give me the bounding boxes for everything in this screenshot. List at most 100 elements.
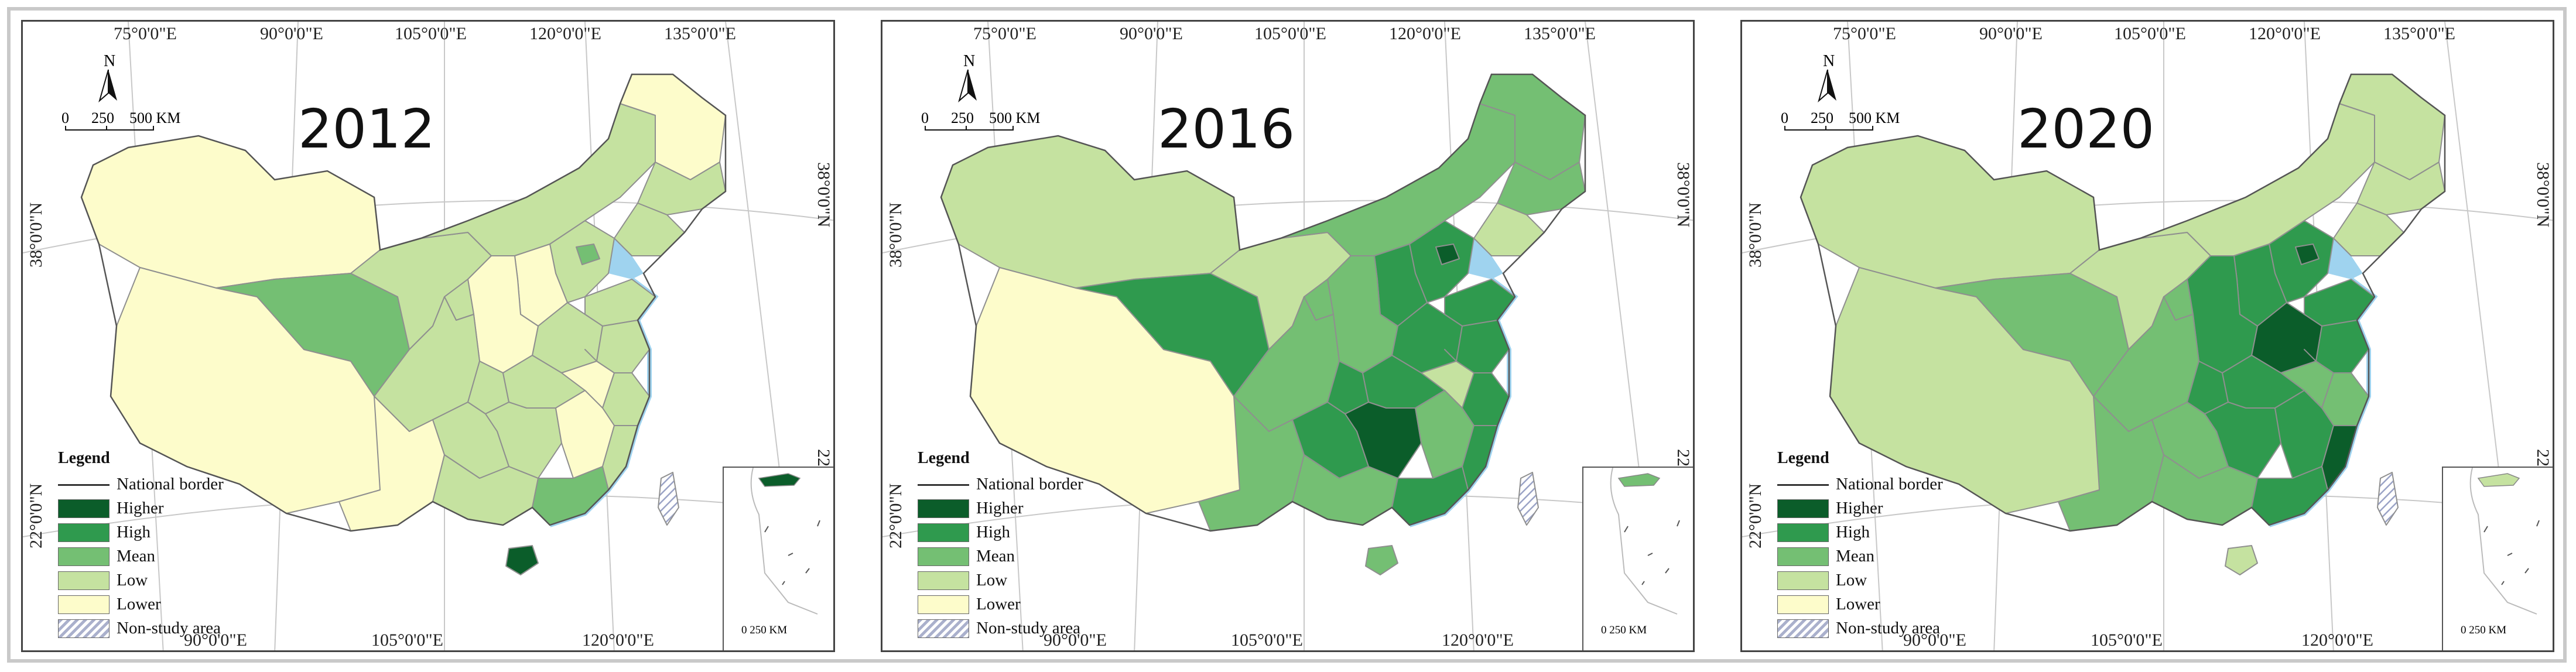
svg-text:N: N xyxy=(104,52,115,70)
legend-swatch xyxy=(58,475,110,494)
map-canvas xyxy=(882,22,1693,650)
longitude-label-top: 105°0'0"E xyxy=(395,24,467,43)
legend-mean: Mean xyxy=(1777,544,1943,568)
province-gd xyxy=(532,466,609,526)
legend-swatch xyxy=(918,475,969,494)
bohai-sea xyxy=(1468,238,1503,279)
province-bj xyxy=(2295,244,2320,265)
scale-tick-250: 250 xyxy=(1811,109,1833,126)
latitude-label-right-38: 38°0'0"N xyxy=(2533,162,2553,228)
south-china-sea-inset: 0 250 KM xyxy=(2442,467,2553,650)
latitude-label-right-38: 38°0'0"N xyxy=(814,162,833,228)
legend-swatch xyxy=(918,547,969,566)
legend-non-study-area: Non-study area xyxy=(1777,616,1943,640)
legend: Legend National border Higher High Mean Low Lo… xyxy=(1777,449,1943,640)
map-panel-2020: 2020 75°0'0"E 90°0'0"E 105°0'0"E 120°0'0"E 1… xyxy=(1740,20,2554,652)
scale-tick-0: 0 xyxy=(61,109,69,126)
legend-label: Mean xyxy=(976,547,1015,565)
legend-title: Legend xyxy=(58,449,110,467)
latitude-label-left-22: 22°0'0"N xyxy=(1746,483,1765,548)
longitude-label-top: 120°0'0"E xyxy=(529,24,601,43)
longitude-label-top: 75°0'0"E xyxy=(114,24,177,43)
legend-high: High xyxy=(1777,520,1943,544)
legend-label: High xyxy=(117,523,150,541)
provinces xyxy=(1800,74,2445,575)
north-arrow-icon: N xyxy=(950,51,986,109)
legend-low: Low xyxy=(918,568,1083,592)
year-label: 2020 xyxy=(2017,98,2155,160)
legend-higher: Higher xyxy=(58,496,224,520)
latitude-label-right-38: 38°0'0"N xyxy=(1674,162,1693,228)
legend-label: Lower xyxy=(1836,595,1880,613)
legend-non-study-area: Non-study area xyxy=(58,616,224,640)
legend-title: Legend xyxy=(1777,449,1829,467)
legend-higher: Higher xyxy=(918,496,1083,520)
legend-swatch xyxy=(1777,547,1829,566)
province-hi xyxy=(2225,545,2258,575)
legend-label: Low xyxy=(976,571,1008,589)
north-arrow-icon: N xyxy=(1810,51,1845,109)
latitude-label-left-38: 38°0'0"N xyxy=(1746,202,1765,268)
map-canvas xyxy=(23,22,833,650)
longitude-label-bottom: 90°0'0"E xyxy=(1044,630,1107,650)
latitude-label-left-38: 38°0'0"N xyxy=(26,202,46,268)
legend-higher: Higher xyxy=(1777,496,1943,520)
legend-swatch xyxy=(1777,571,1829,590)
legend-lower: Lower xyxy=(58,592,224,616)
legend-label: Higher xyxy=(976,499,1024,517)
svg-text:N: N xyxy=(1823,52,1835,70)
province-tw xyxy=(2377,472,2399,526)
legend-low: Low xyxy=(1777,568,1943,592)
map-canvas xyxy=(1742,22,2553,650)
legend-label: Lower xyxy=(976,595,1021,613)
legend-label: Low xyxy=(117,571,148,589)
legend-label: Low xyxy=(1836,571,1867,589)
longitude-label-bottom: 105°0'0"E xyxy=(1231,630,1303,650)
inset-scale-bar: 0 250 KM xyxy=(1601,624,1647,636)
legend-label: Higher xyxy=(1836,499,1883,517)
legend-mean: Mean xyxy=(918,544,1083,568)
legend-swatch xyxy=(1777,499,1829,518)
legend-mean: Mean xyxy=(58,544,224,568)
inset-scale-bar: 0 250 KM xyxy=(2461,624,2507,636)
longitude-label-top: 75°0'0"E xyxy=(973,24,1036,43)
legend-national-border: National border xyxy=(918,472,1083,496)
province-gd xyxy=(2251,466,2328,526)
legend-swatch xyxy=(1777,523,1829,542)
province-hi xyxy=(1365,545,1398,575)
legend-low: Low xyxy=(58,568,224,592)
scale-tick-500: 500 KM xyxy=(1849,109,1900,126)
legend-label: Mean xyxy=(1836,547,1875,565)
bohai-sea xyxy=(2328,238,2363,279)
legend-label: National border xyxy=(1836,475,1943,493)
scale-tick-500: 500 KM xyxy=(129,109,181,126)
scale-bar: 0 250 500 KM xyxy=(1781,109,1907,139)
provinces xyxy=(940,74,1586,575)
national-border-outline xyxy=(80,73,727,532)
legend-national-border: National border xyxy=(58,472,224,496)
latitude-label-left-22: 22°0'0"N xyxy=(886,483,905,548)
longitude-label-top: 135°0'0"E xyxy=(2383,24,2455,43)
scale-tick-0: 0 xyxy=(921,109,929,126)
latitude-label-left-22: 22°0'0"N xyxy=(26,483,46,548)
longitude-label-top: 120°0'0"E xyxy=(1389,24,1461,43)
longitude-label-top: 90°0'0"E xyxy=(1120,24,1183,43)
legend-label: Higher xyxy=(117,499,164,517)
longitude-label-top: 90°0'0"E xyxy=(260,24,323,43)
national-border-outline xyxy=(1800,73,2446,532)
legend-swatch xyxy=(58,595,110,614)
province-gd xyxy=(1391,466,1469,526)
legend-national-border: National border xyxy=(1777,472,1943,496)
legend-swatch xyxy=(1777,595,1829,614)
legend-label: Non-study area xyxy=(117,619,221,637)
longitude-label-top: 120°0'0"E xyxy=(2249,24,2321,43)
legend-swatch xyxy=(58,547,110,566)
legend-swatch xyxy=(918,595,969,614)
longitude-label-top: 135°0'0"E xyxy=(1524,24,1596,43)
map-panel-2016: 2016 75°0'0"E 90°0'0"E 105°0'0"E 120°0'0"E 1… xyxy=(881,20,1695,652)
scale-tick-250: 250 xyxy=(951,109,974,126)
legend-lower: Lower xyxy=(1777,592,1943,616)
figure-frame xyxy=(7,7,2567,663)
legend-high: High xyxy=(918,520,1083,544)
svg-text:N: N xyxy=(963,52,975,70)
